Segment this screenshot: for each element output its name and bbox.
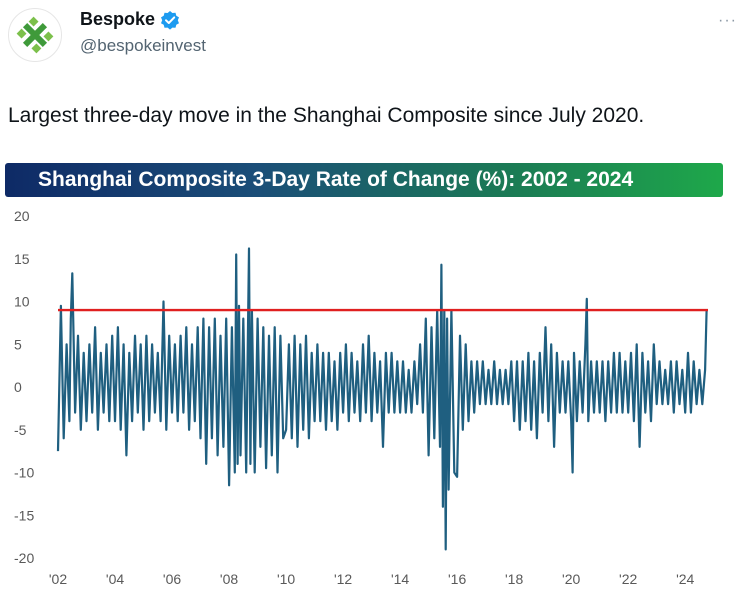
x-tick-label: '12	[334, 571, 352, 587]
y-tick-label: -15	[14, 507, 34, 523]
x-tick-label: '20	[562, 571, 580, 587]
verified-badge-icon	[161, 10, 180, 30]
bespoke-logo-icon	[16, 16, 54, 54]
x-tick-label: '08	[220, 571, 238, 587]
y-tick-label: 5	[14, 336, 22, 352]
x-tick-label: '06	[163, 571, 181, 587]
x-tick-label: '22	[619, 571, 637, 587]
x-tick-label: '04	[106, 571, 124, 587]
y-tick-label: 10	[14, 294, 30, 310]
y-tick-label: -20	[14, 550, 34, 566]
chart-plot: 20 15 10 5 0 -5 -10 -15 -20 '02 '04 '06 '08 '10 '12 '1…	[14, 208, 708, 587]
y-tick-label: 20	[14, 208, 30, 224]
y-tick-label: 0	[14, 379, 22, 395]
y-tick-label: -10	[14, 465, 34, 481]
series-line	[56, 247, 708, 551]
author-name-row[interactable]: Bespoke	[80, 9, 180, 30]
chart-title-banner: Shanghai Composite 3-Day Rate of Change …	[5, 163, 723, 197]
more-options-icon[interactable]: ···	[718, 12, 737, 29]
x-tick-label: '18	[505, 571, 523, 587]
x-tick-label: '10	[277, 571, 295, 587]
x-axis: '02 '04 '06 '08 '10 '12 '14 '16 '18 '20 '22 '24	[49, 571, 695, 587]
avatar[interactable]	[8, 8, 62, 62]
x-tick-label: '02	[49, 571, 67, 587]
y-axis: 20 15 10 5 0 -5 -10 -15 -20	[14, 208, 34, 566]
author-handle[interactable]: @bespokeinvest	[80, 36, 206, 55]
tweet-text: Largest three-day move in the Shanghai C…	[8, 104, 645, 127]
x-tick-label: '24	[676, 571, 694, 587]
y-tick-label: -5	[14, 422, 27, 438]
x-tick-label: '16	[448, 571, 466, 587]
chart-title: Shanghai Composite 3-Day Rate of Change …	[38, 168, 634, 191]
x-tick-label: '14	[391, 571, 409, 587]
y-tick-label: 15	[14, 251, 30, 267]
author-name[interactable]: Bespoke	[80, 9, 156, 29]
